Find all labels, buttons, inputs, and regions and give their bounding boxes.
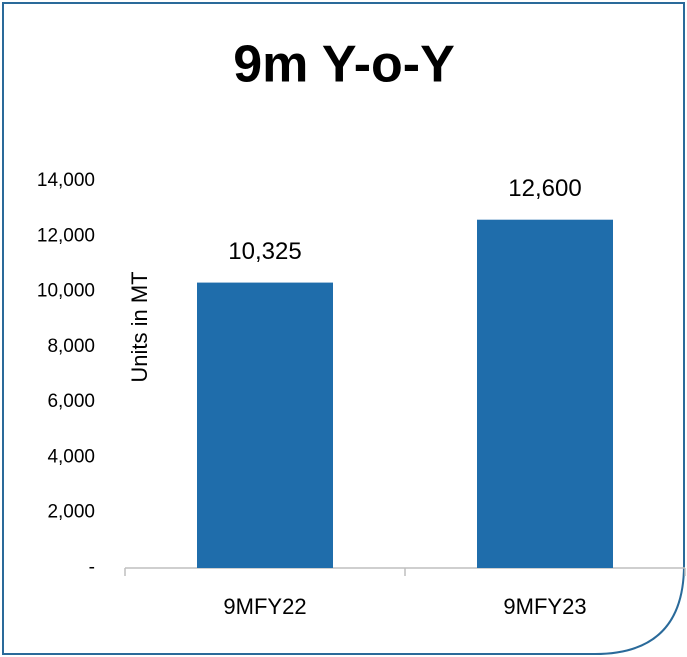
y-axis-label: Units in MT — [127, 271, 152, 382]
y-tick-label: 12,000 — [37, 225, 95, 246]
y-tick-label: 6,000 — [47, 391, 95, 412]
y-tick-label: - — [89, 557, 95, 578]
y-tick-label: 4,000 — [47, 446, 95, 467]
y-tick-label: 8,000 — [47, 336, 95, 357]
y-tick-label: 10,000 — [37, 281, 95, 302]
chart-title: 9m Y-o-Y — [233, 36, 455, 94]
x-tick-label: 9MFY22 — [223, 594, 306, 619]
data-label: 10,325 — [228, 238, 301, 265]
bar — [197, 282, 333, 568]
y-tick-label: 2,000 — [47, 502, 95, 523]
bar — [477, 219, 613, 568]
data-label: 12,600 — [508, 175, 581, 202]
x-tick-label: 9MFY23 — [503, 594, 586, 619]
y-tick-label: 14,000 — [37, 170, 95, 191]
